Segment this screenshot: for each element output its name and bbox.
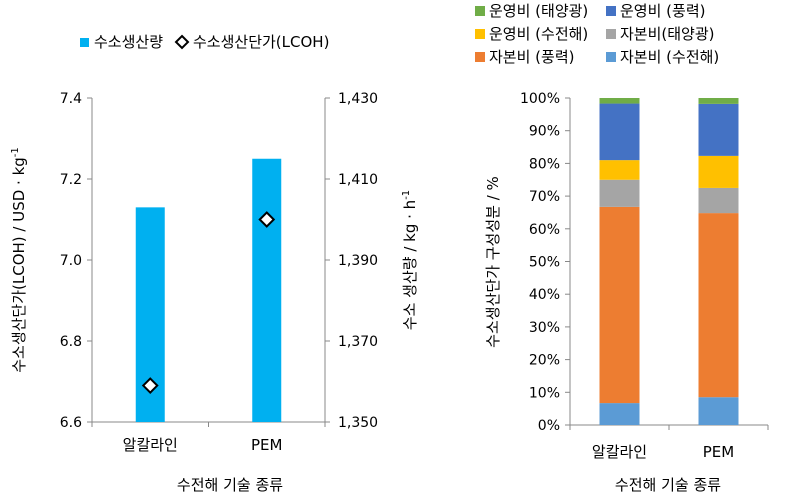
right-y-axis-title: 수소 생산량 / kg · h-1 bbox=[401, 190, 419, 330]
stack-segment bbox=[599, 206, 640, 404]
stack-segment bbox=[698, 103, 739, 156]
legend-label: 자본비 (수전해) bbox=[620, 48, 719, 66]
stack-y-tick-label: 80% bbox=[529, 156, 560, 172]
stack-segment bbox=[698, 155, 739, 188]
right-legend: 운영비 (태양광) 운영비 (풍력) 운영비 (수전해) 자본비(태양광) 자본비 (풍… bbox=[475, 2, 719, 66]
left-plot-area: 6.6 6.8 7.0 7.2 7.4 1,350 1,370 1,390 1,410 1,430… bbox=[60, 91, 378, 454]
legend-swatch bbox=[606, 6, 616, 16]
right-y-tick-label: 1,370 bbox=[338, 334, 378, 350]
legend-swatch bbox=[606, 29, 616, 39]
left-legend: 수소생산량 수소생산단가(LCOH) bbox=[80, 33, 329, 51]
legend-label-lcoh: 수소생산단가(LCOH) bbox=[193, 33, 329, 51]
stack-segment bbox=[698, 397, 739, 425]
left-y-axis-title-main: 수소생산단가(LCOH) / USD · kg bbox=[10, 157, 28, 373]
legend-label-production: 수소생산량 bbox=[94, 33, 163, 51]
left-y-tick-label: 7.4 bbox=[60, 91, 82, 107]
stack-y-tick-label: 100% bbox=[520, 91, 560, 107]
left-y-tick-label: 6.6 bbox=[60, 415, 82, 431]
stack-y-tick-label: 40% bbox=[529, 287, 560, 303]
right-y-tick-label: 1,350 bbox=[338, 415, 378, 431]
lcoh-diamond-marker bbox=[141, 377, 159, 394]
right-chart-x-axis-title: 수전해 기술 종류 bbox=[615, 476, 721, 494]
right-chart: 운영비 (태양광) 운영비 (풍력) 운영비 (수전해) 자본비(태양광) 자본비 (풍… bbox=[475, 2, 769, 494]
left-y-axis-title-sup: -1 bbox=[10, 147, 21, 157]
legend-swatch bbox=[475, 52, 485, 62]
stack-y-tick-label: 50% bbox=[529, 255, 560, 271]
legend-label: 자본비(태양광) bbox=[620, 25, 715, 43]
right-y-axis-title-main: 수소 생산량 / kg · h bbox=[401, 200, 419, 330]
right-chart-y-axis-title: 수소생산단가 구성성분 / % bbox=[484, 176, 502, 348]
legend-swatch bbox=[475, 6, 485, 16]
stack-segment bbox=[599, 98, 640, 104]
stack-y-tick-label: 30% bbox=[529, 320, 560, 336]
stack-y-tick-label: 10% bbox=[529, 385, 560, 401]
right-y-tick-label: 1,410 bbox=[338, 172, 378, 188]
stack-segment bbox=[599, 179, 640, 207]
legend-label: 자본비 (풍력) bbox=[489, 48, 574, 66]
legend-label: 운영비 (풍력) bbox=[620, 2, 705, 20]
stack-y-tick-label: 20% bbox=[529, 353, 560, 369]
left-y-tick-label: 6.8 bbox=[60, 334, 82, 350]
left-y-tick-label: 7.2 bbox=[60, 172, 82, 188]
production-bar bbox=[252, 158, 282, 422]
right-y-axis-title-sup: -1 bbox=[401, 190, 412, 200]
stack-x-category-label: PEM bbox=[703, 443, 734, 461]
stack-y-tick-label: 0% bbox=[538, 418, 560, 434]
legend-label: 운영비 (태양광) bbox=[489, 2, 588, 20]
left-chart: 수소생산량 수소생산단가(LCOH) 6.6 6.8 7.0 7.2 7.4 1,350 1… bbox=[10, 33, 419, 494]
left-x-axis-title: 수전해 기술 종류 bbox=[177, 476, 283, 494]
right-y-tick-label: 1,430 bbox=[338, 91, 378, 107]
legend-swatch bbox=[606, 52, 616, 62]
legend-label: 운영비 (수전해) bbox=[489, 25, 588, 43]
stack-y-tick-label: 70% bbox=[529, 189, 560, 205]
stack-y-tick-label: 60% bbox=[529, 222, 560, 238]
legend-diamond-marker-icon bbox=[174, 34, 190, 50]
left-y-tick-label: 7.0 bbox=[60, 253, 82, 269]
stack-segment bbox=[599, 160, 640, 180]
stack-segment bbox=[698, 187, 739, 214]
right-y-tick-label: 1,390 bbox=[338, 253, 378, 269]
left-y-axis-title: 수소생산단가(LCOH) / USD · kg-1 bbox=[10, 147, 28, 373]
stack-segment bbox=[599, 403, 640, 425]
stack-x-category-label: 알칼라인 bbox=[592, 443, 647, 461]
stack-segment bbox=[599, 103, 640, 161]
lcoh-diamond-marker bbox=[258, 211, 276, 228]
x-category-label: PEM bbox=[251, 436, 282, 454]
x-category-label: 알칼라인 bbox=[123, 436, 178, 454]
stack-y-tick-label: 90% bbox=[529, 124, 560, 140]
stack-segment bbox=[698, 213, 739, 398]
right-plot-area: 0% 10% 20% 30% 40% 50% 60% 70% 80% 90% 100% 알칼라인 PEM bbox=[520, 91, 769, 461]
stack-segment bbox=[698, 98, 739, 104]
legend-swatch bbox=[475, 29, 485, 39]
legend-swatch-production bbox=[80, 38, 89, 47]
